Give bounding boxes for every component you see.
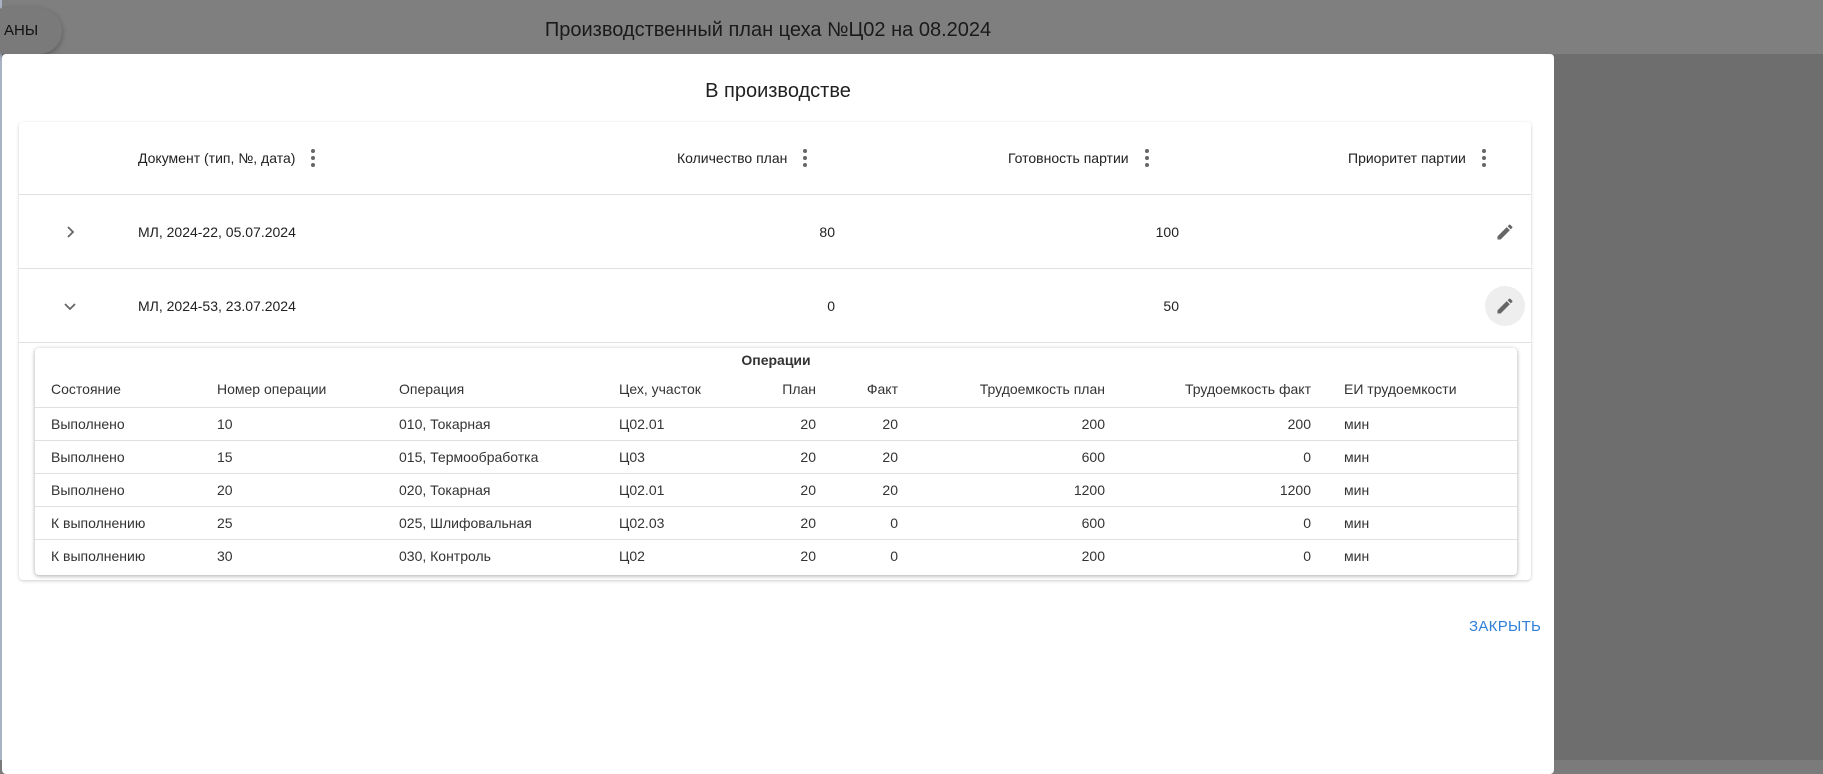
column-label: Готовность партии — [1008, 150, 1129, 166]
labor-plan-cell: 200 — [1081, 416, 1105, 432]
labor-fact-cell: 200 — [1287, 416, 1311, 432]
column-menu-icon[interactable] — [803, 149, 808, 167]
col-labor-plan: Трудоемкость план — [979, 381, 1105, 397]
labor-fact-cell: 0 — [1303, 449, 1311, 465]
operation-row[interactable]: К выполнению 30 030, Контроль Ц02 20 0 200 0 мин — [35, 540, 1517, 573]
operations-header: Состояние Номер операции Операция Цех, у… — [35, 370, 1517, 408]
pencil-icon — [1497, 298, 1513, 314]
operation-cell: 010, Токарная — [399, 416, 491, 432]
labor-unit-cell: мин — [1344, 515, 1370, 531]
qty-plan-cell: 0 — [827, 297, 835, 314]
column-menu-icon[interactable] — [1481, 149, 1486, 167]
documents-table: Документ (тип, №, дата) Количество план … — [19, 122, 1531, 580]
qty-plan-cell: 80 — [819, 223, 835, 240]
workshop-cell: Ц02.01 — [619, 416, 665, 432]
fact-cell: 20 — [882, 416, 898, 432]
table-header: Документ (тип, №, дата) Количество план … — [19, 122, 1531, 195]
workshop-cell: Ц02.01 — [619, 482, 665, 498]
op-number-cell: 15 — [217, 449, 233, 465]
backdrop — [1554, 54, 1823, 760]
plan-cell: 20 — [800, 482, 816, 498]
column-label: Количество план — [677, 150, 788, 166]
labor-unit-cell: мин — [1344, 548, 1370, 564]
readiness-cell: 100 — [1155, 223, 1179, 240]
col-labor-unit: ЕИ трудоемкости — [1344, 381, 1457, 397]
plan-cell: 20 — [800, 449, 816, 465]
column-menu-icon[interactable] — [1144, 149, 1149, 167]
table-row[interactable]: МЛ, 2024-22, 05.07.2024 80 100 — [19, 195, 1531, 269]
window-edge — [0, 0, 2, 760]
fact-cell: 0 — [890, 548, 898, 564]
document-cell: МЛ, 2024-53, 23.07.2024 — [138, 297, 296, 314]
labor-plan-cell: 600 — [1081, 515, 1105, 531]
in-production-dialog: В производстве Документ (тип, №, дата) К… — [2, 54, 1554, 774]
pencil-icon — [1497, 224, 1513, 240]
state-cell: К выполнению — [51, 548, 146, 564]
plan-cell: 20 — [800, 416, 816, 432]
edit-button[interactable] — [1485, 212, 1525, 252]
edit-button[interactable] — [1485, 286, 1525, 326]
state-cell: Выполнено — [51, 482, 125, 498]
col-state: Состояние — [51, 381, 121, 397]
labor-unit-cell: мин — [1344, 482, 1370, 498]
plan-cell: 20 — [800, 548, 816, 564]
workshop-cell: Ц03 — [619, 449, 645, 465]
col-plan: План — [782, 381, 816, 397]
plan-cell: 20 — [800, 515, 816, 531]
readiness-cell: 50 — [1163, 297, 1179, 314]
labor-plan-cell: 200 — [1081, 548, 1105, 564]
operation-cell: 020, Токарная — [399, 482, 491, 498]
chevron-right-icon[interactable] — [63, 225, 77, 239]
col-op-number: Номер операции — [217, 381, 327, 397]
operation-row[interactable]: Выполнено 20 020, Токарная Ц02.01 20 20 1200 12… — [35, 474, 1517, 507]
operation-row[interactable]: Выполнено 10 010, Токарная Ц02.01 20 20 200 200… — [35, 408, 1517, 441]
state-cell: Выполнено — [51, 416, 125, 432]
labor-fact-cell: 1200 — [1279, 482, 1311, 498]
column-label: Документ (тип, №, дата) — [138, 150, 296, 166]
fact-cell: 20 — [882, 449, 898, 465]
close-button[interactable]: ЗАКРЫТЬ — [1469, 618, 1542, 635]
document-cell: МЛ, 2024-22, 05.07.2024 — [138, 223, 296, 240]
operation-cell: 030, Контроль — [399, 548, 491, 564]
op-number-cell: 20 — [217, 482, 233, 498]
op-number-cell: 25 — [217, 515, 233, 531]
op-number-cell: 10 — [217, 416, 233, 432]
column-label: Приоритет партии — [1348, 150, 1466, 166]
col-operation: Операция — [399, 381, 465, 397]
fact-cell: 0 — [890, 515, 898, 531]
column-qty-plan: Количество план — [677, 122, 808, 194]
dialog-title: В производстве — [705, 80, 851, 102]
labor-plan-cell: 1200 — [1073, 482, 1105, 498]
state-cell: К выполнению — [51, 515, 146, 531]
operation-row[interactable]: Выполнено 15 015, Термообработка Ц03 20 20 600… — [35, 441, 1517, 474]
workshop-cell: Ц02 — [619, 548, 645, 564]
operation-cell: 015, Термообработка — [399, 449, 539, 465]
operations-table: Операции Состояние Номер операции Операц… — [35, 348, 1517, 575]
chevron-down-icon[interactable] — [63, 299, 77, 313]
labor-fact-cell: 0 — [1303, 515, 1311, 531]
app-header: АНЫ Производственный план цеха №Ц02 на 0… — [0, 0, 1823, 54]
column-menu-icon[interactable] — [311, 149, 316, 167]
state-cell: Выполнено — [51, 449, 125, 465]
app-title: Производственный план цеха №Ц02 на 08.20… — [544, 19, 992, 41]
labor-plan-cell: 600 — [1081, 449, 1105, 465]
workshop-cell: Ц02.03 — [619, 515, 665, 531]
table-row-expanded[interactable]: МЛ, 2024-53, 23.07.2024 0 50 — [19, 269, 1531, 343]
column-document: Документ (тип, №, дата) — [138, 122, 316, 194]
operations-title: Операции — [741, 352, 811, 368]
op-number-cell: 30 — [217, 548, 233, 564]
operation-row[interactable]: К выполнению 25 025, Шлифовальная Ц02.03 20 0… — [35, 507, 1517, 540]
labor-unit-cell: мин — [1344, 449, 1370, 465]
labor-fact-cell: 0 — [1303, 548, 1311, 564]
col-workshop: Цех, участок — [619, 381, 701, 397]
operation-cell: 025, Шлифовальная — [399, 515, 532, 531]
column-priority: Приоритет партии — [1348, 122, 1486, 194]
back-button[interactable]: АНЫ — [0, 8, 62, 54]
labor-unit-cell: мин — [1344, 416, 1370, 432]
col-labor-fact: Трудоемкость факт — [1185, 381, 1311, 397]
column-readiness: Готовность партии — [1008, 122, 1149, 194]
fact-cell: 20 — [882, 482, 898, 498]
col-fact: Факт — [866, 381, 898, 397]
